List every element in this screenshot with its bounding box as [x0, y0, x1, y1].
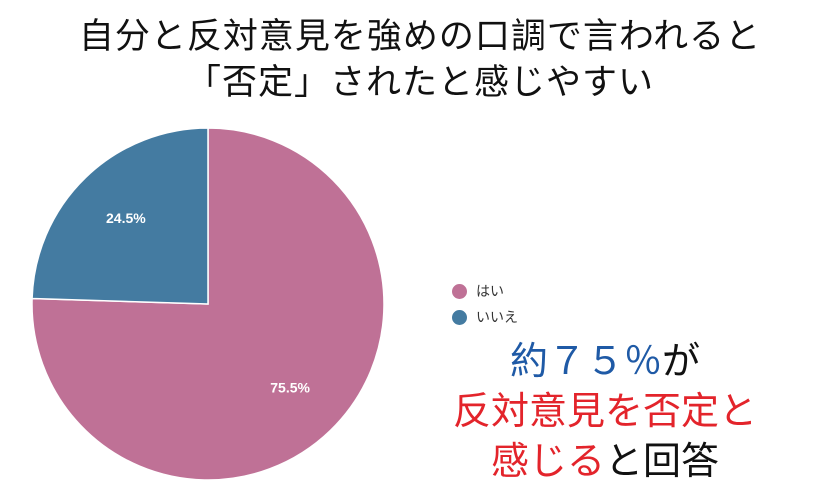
chart-title-line-2: 「否定」されたと感じやすい — [185, 63, 654, 103]
callout-particle: が — [662, 339, 701, 383]
callout-text: 約７５％が 反対意見を否定と 感じると回答 — [440, 336, 770, 486]
pie-slice-no[interactable] — [31, 127, 209, 305]
callout-feel: 感じる — [490, 439, 605, 483]
legend-item-yes[interactable]: はい — [452, 278, 518, 304]
legend-label-no: いいえ — [476, 310, 518, 326]
callout-line-2: 反対意見を否定と — [452, 389, 757, 433]
chart-title: 自分と反対意見を強めの口調で言われると 「否定」されたと感じやすい — [0, 14, 840, 106]
callout-answer: と回答 — [605, 439, 720, 483]
chart-title-line-1: 自分と反対意見を強めの口調で言われると — [78, 17, 762, 57]
legend-item-no[interactable]: いいえ — [452, 304, 518, 330]
legend-swatch-yes — [452, 283, 467, 299]
callout-line-3: 感じると回答 — [440, 436, 770, 486]
callout-percentage: 約７５％ — [509, 339, 662, 383]
legend-swatch-no — [452, 309, 467, 325]
pie-label-no: 24.5% — [106, 210, 146, 226]
callout-line-1: 約７５％が — [440, 336, 770, 386]
pie-label-yes: 75.5% — [270, 379, 310, 395]
legend-label-yes: はい — [476, 284, 504, 300]
legend: はい いいえ — [452, 278, 518, 330]
